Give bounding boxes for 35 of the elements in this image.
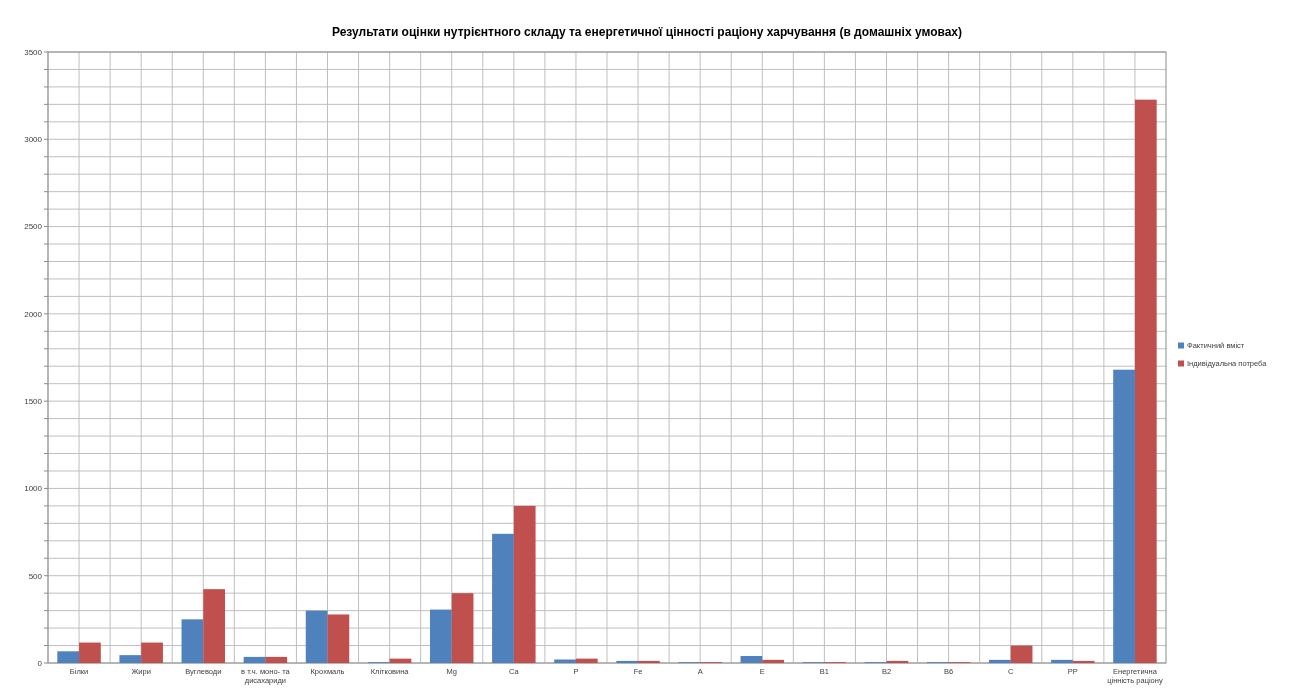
y-tick-label: 1500 <box>24 396 43 406</box>
bar <box>429 609 452 663</box>
bar <box>740 656 763 663</box>
y-tick-label: 2500 <box>24 222 43 232</box>
bar <box>119 655 142 663</box>
bar <box>57 651 80 663</box>
y-tick-label: 1000 <box>24 484 43 494</box>
y-tick-label: 3500 <box>24 47 43 57</box>
bar <box>1010 645 1033 663</box>
bar <box>203 589 226 663</box>
chart-title: Результати оцінки нутрієнтного складу та енергетичної цінності раціону харчування (в домашніх умовах) <box>331 25 963 39</box>
bar <box>492 533 514 663</box>
bar <box>1051 659 1073 663</box>
bar <box>1134 99 1157 663</box>
y-tick-label: 500 <box>28 571 43 581</box>
bar <box>762 659 785 663</box>
bar <box>1072 660 1095 663</box>
bar <box>265 656 288 663</box>
bar <box>181 619 204 663</box>
y-tick-label: 2000 <box>24 309 43 319</box>
bar <box>327 614 350 663</box>
bar <box>305 610 328 663</box>
bar <box>141 642 163 663</box>
bar <box>886 660 909 663</box>
bar <box>513 505 536 663</box>
y-tick-label: 3000 <box>24 135 43 145</box>
bar <box>616 660 639 663</box>
bar <box>243 656 266 663</box>
bar <box>79 642 101 663</box>
bar <box>1113 369 1135 663</box>
bar <box>451 593 474 663</box>
bar <box>575 658 598 663</box>
y-tick-label: 0 <box>37 658 43 668</box>
bar <box>988 659 1011 663</box>
bar <box>638 660 660 663</box>
